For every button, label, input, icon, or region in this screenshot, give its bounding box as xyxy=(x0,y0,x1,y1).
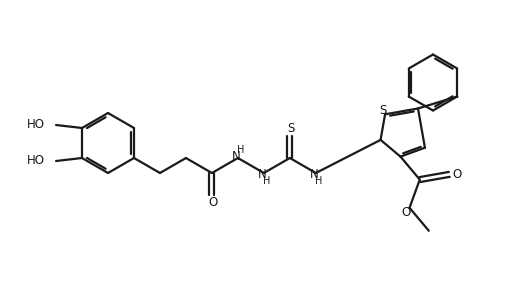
Text: N: N xyxy=(309,168,318,182)
Text: O: O xyxy=(453,168,462,181)
Text: O: O xyxy=(208,196,218,208)
Text: N: N xyxy=(257,168,266,182)
Text: S: S xyxy=(379,104,387,117)
Text: H: H xyxy=(263,176,270,186)
Text: HO: HO xyxy=(27,154,45,168)
Text: S: S xyxy=(287,122,295,136)
Text: N: N xyxy=(232,150,240,162)
Text: H: H xyxy=(237,145,244,155)
Text: H: H xyxy=(315,176,323,186)
Text: O: O xyxy=(401,206,410,219)
Text: HO: HO xyxy=(27,118,45,132)
